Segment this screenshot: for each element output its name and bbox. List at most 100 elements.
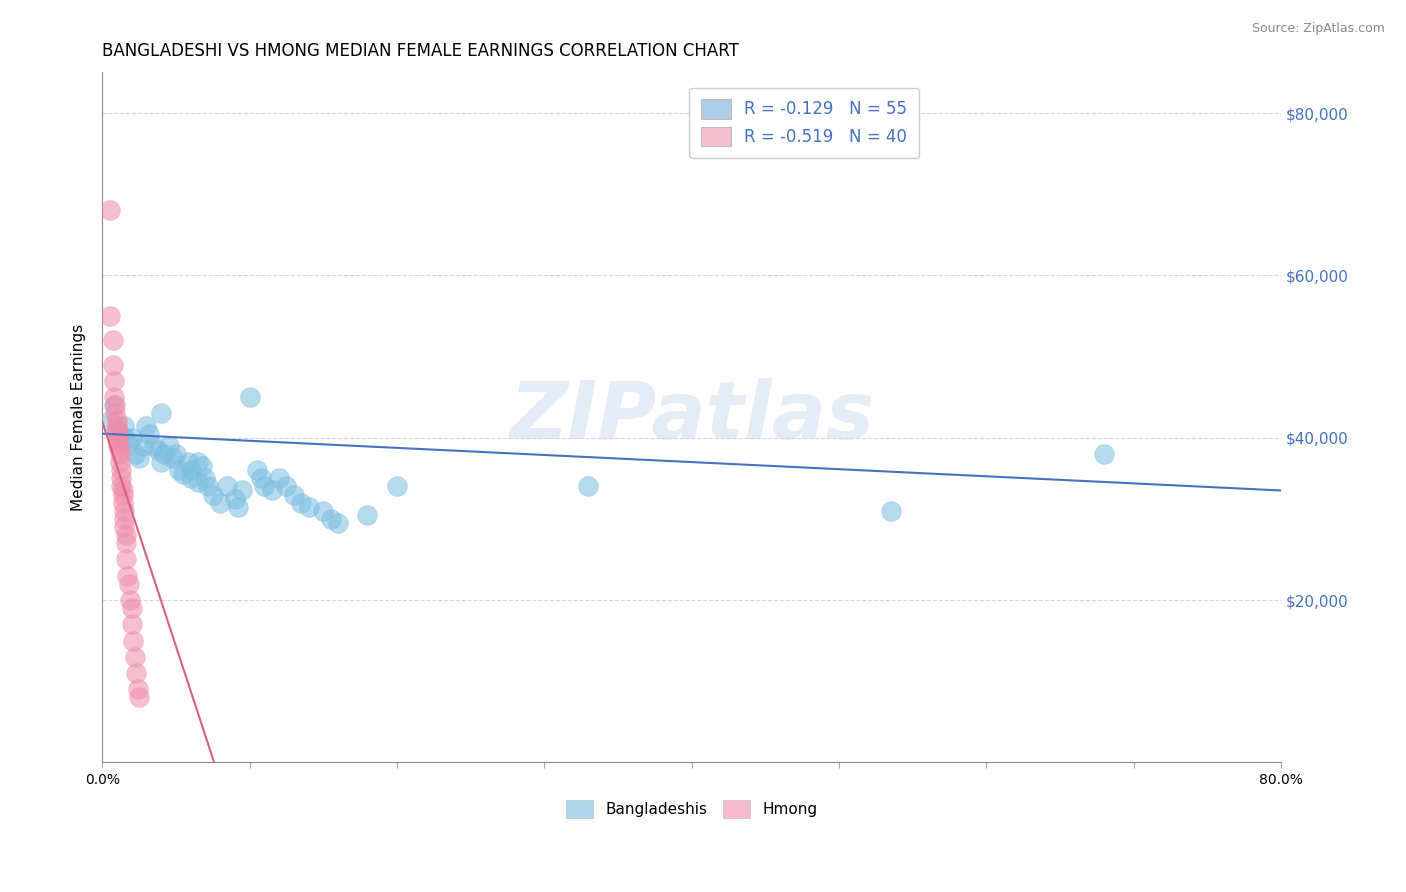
Point xyxy=(111,483,134,498)
Point xyxy=(138,426,160,441)
Point xyxy=(103,398,125,412)
Legend: Bangladeshis, Hmong: Bangladeshis, Hmong xyxy=(560,794,824,824)
Point xyxy=(112,512,135,526)
Point xyxy=(110,479,132,493)
Point xyxy=(107,434,129,449)
Point xyxy=(105,423,128,437)
Point xyxy=(187,455,209,469)
Text: ZIPatlas: ZIPatlas xyxy=(509,378,875,457)
Point xyxy=(104,398,127,412)
Point xyxy=(267,471,290,485)
Point xyxy=(201,487,224,501)
Point xyxy=(176,455,198,469)
Point xyxy=(326,516,349,530)
Point xyxy=(114,536,136,550)
Point xyxy=(180,463,202,477)
Point xyxy=(250,471,273,485)
Point xyxy=(105,423,128,437)
Point xyxy=(110,471,132,485)
Point xyxy=(108,426,131,441)
Point xyxy=(101,358,124,372)
Point xyxy=(112,504,135,518)
Point xyxy=(162,450,184,465)
Point xyxy=(150,406,173,420)
Point xyxy=(246,463,269,477)
Point xyxy=(150,455,173,469)
Point xyxy=(197,479,219,493)
Point xyxy=(103,374,125,388)
Point xyxy=(127,682,149,697)
Point xyxy=(153,447,176,461)
Point xyxy=(385,479,408,493)
Point xyxy=(122,633,145,648)
Point xyxy=(112,418,135,433)
Y-axis label: Median Female Earnings: Median Female Earnings xyxy=(72,324,86,511)
Point xyxy=(98,203,121,218)
Point xyxy=(103,390,125,404)
Point xyxy=(108,455,131,469)
Point xyxy=(108,442,131,457)
Point xyxy=(98,415,121,429)
Point xyxy=(118,434,141,449)
Point xyxy=(260,483,283,498)
Point xyxy=(578,479,600,493)
Point xyxy=(120,593,142,607)
Point xyxy=(253,479,276,493)
Point xyxy=(111,487,134,501)
Point xyxy=(283,487,305,501)
Point xyxy=(112,431,135,445)
Point xyxy=(239,390,262,404)
Point xyxy=(217,479,239,493)
Point xyxy=(101,334,124,348)
Point xyxy=(121,431,143,445)
Point xyxy=(194,471,217,485)
Point xyxy=(125,666,148,681)
Point xyxy=(124,649,146,664)
Point xyxy=(105,415,128,429)
Point xyxy=(226,500,249,514)
Point xyxy=(191,459,214,474)
Point xyxy=(180,471,202,485)
Point xyxy=(172,467,194,482)
Point xyxy=(114,552,136,566)
Point xyxy=(112,520,135,534)
Text: BANGLADESHI VS HMONG MEDIAN FEMALE EARNINGS CORRELATION CHART: BANGLADESHI VS HMONG MEDIAN FEMALE EARNI… xyxy=(103,42,740,60)
Point xyxy=(108,447,131,461)
Point xyxy=(1092,447,1115,461)
Point xyxy=(128,690,150,705)
Point xyxy=(121,601,143,615)
Point xyxy=(128,450,150,465)
Point xyxy=(107,439,129,453)
Point xyxy=(104,406,127,420)
Point xyxy=(356,508,378,522)
Point xyxy=(135,418,157,433)
Point xyxy=(187,475,209,490)
Point xyxy=(117,568,139,582)
Point xyxy=(276,479,298,493)
Point xyxy=(132,439,155,453)
Point xyxy=(209,496,232,510)
Point xyxy=(148,442,170,457)
Point xyxy=(165,447,187,461)
Point xyxy=(167,463,190,477)
Point xyxy=(98,309,121,323)
Point xyxy=(312,504,335,518)
Point xyxy=(105,418,128,433)
Point xyxy=(110,463,132,477)
Point xyxy=(105,426,128,441)
Point xyxy=(224,491,246,506)
Point xyxy=(157,439,180,453)
Point xyxy=(111,496,134,510)
Point xyxy=(297,500,319,514)
Point xyxy=(142,439,165,453)
Point xyxy=(319,512,342,526)
Point xyxy=(114,528,136,542)
Point xyxy=(231,483,253,498)
Point xyxy=(107,431,129,445)
Point xyxy=(121,617,143,632)
Point xyxy=(118,577,141,591)
Point xyxy=(879,504,901,518)
Point xyxy=(290,496,312,510)
Text: Source: ZipAtlas.com: Source: ZipAtlas.com xyxy=(1251,22,1385,36)
Point xyxy=(124,447,146,461)
